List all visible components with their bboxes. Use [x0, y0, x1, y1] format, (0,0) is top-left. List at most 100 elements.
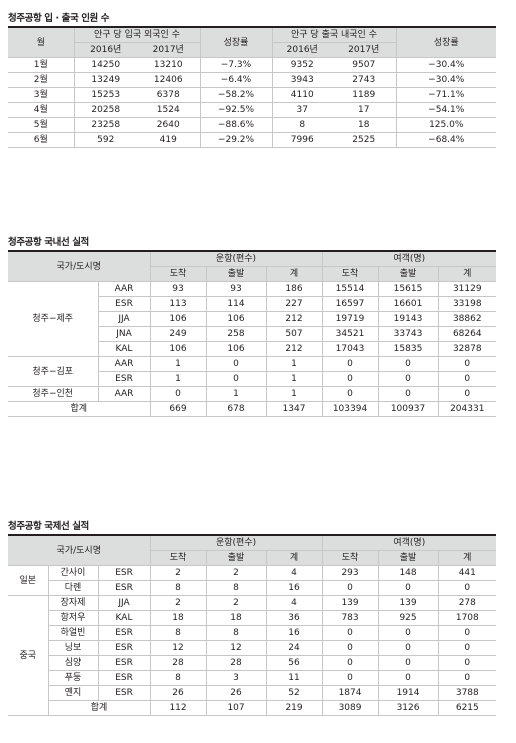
foreign-2017-cell: 419 [137, 132, 200, 148]
passengers-total-cell: 441 [437, 565, 497, 581]
flights-total-cell: 16 [265, 580, 323, 596]
table-international-flights: 국가/도시명 운항(편수) 여객(명) 도착 출발 계 도착 출발 계 일본 간사… [8, 534, 497, 716]
flights-arrival-cell: 2 [149, 595, 207, 611]
flights-total-cell: 212 [265, 341, 323, 357]
header-domestic-departures: 안구 당 출국 내국인 수 [271, 27, 396, 43]
table-row: JNA 249 258 507 34521 33743 68264 [8, 326, 497, 342]
header-flights: 운항(편수) [149, 534, 323, 551]
flights-departure-cell: 0 [205, 371, 267, 387]
passengers-arrival-cell: 34521 [321, 326, 379, 342]
passengers-arrival-cell: 1874 [321, 685, 379, 701]
flights-total-cell: 1 [265, 371, 323, 387]
airline-code-cell: KAL [97, 610, 151, 626]
airline-code-cell: AAR [97, 386, 151, 402]
passengers-departure-cell: 16601 [377, 296, 439, 312]
header-flights-departure: 출발 [205, 266, 267, 282]
flights-arrival-cell: 2 [149, 565, 207, 581]
airline-code-cell: AAR [97, 356, 151, 372]
foreign-2017-cell: 12406 [137, 72, 200, 88]
flights-arrival-cell: 26 [149, 685, 207, 701]
flights-departure-cell: 3 [205, 670, 267, 686]
airline-code-cell: ESR [97, 565, 151, 581]
table-row: 4월 20258 1524 −92.5% 37 17 −54.1% [8, 102, 496, 118]
passengers-arrival-cell: 0 [321, 580, 379, 596]
table-row: 일본 간사이 ESR 2 2 4 293 148 441 [8, 565, 497, 596]
foreign-2017-cell: 2640 [137, 117, 200, 133]
passengers-arrival-cell: 0 [321, 356, 379, 372]
passengers-arrival-cell: 16597 [321, 296, 379, 312]
passengers-arrival-cell: 0 [321, 640, 379, 656]
domestic-growth-cell: −71.1% [395, 87, 496, 103]
passengers-total-cell: 0 [437, 655, 497, 671]
city-cell: 닝보 [48, 640, 99, 656]
passengers-total-cell: 0 [437, 356, 497, 372]
month-cell: 3월 [8, 87, 74, 103]
table-arrivals-departures: 월 안구 당 입국 외국인 수 성장률 안구 당 출국 내국인 수 성장률 20… [8, 26, 496, 148]
foreign-2016-cell: 20258 [73, 102, 137, 118]
flights-departure-cell: 26 [205, 685, 267, 701]
flights-total-cell: 16 [265, 625, 323, 641]
city-cell: 항저우 [48, 610, 99, 626]
header-month: 월 [8, 27, 74, 58]
passengers-departure-cell: 139 [377, 595, 439, 611]
passengers-arrival-cell: 17043 [321, 341, 379, 357]
flights-departure-cell: 8 [205, 625, 267, 641]
flights-departure-cell: 2 [205, 595, 267, 611]
city-cell: 푸둥 [48, 670, 99, 686]
passengers-total-cell: 204331 [437, 401, 497, 417]
header-flights-total: 계 [265, 550, 323, 566]
passengers-departure-cell: 0 [377, 625, 439, 641]
table2-title: 청주공항 국내선 실적 [8, 237, 89, 248]
passengers-total-cell: 278 [437, 595, 497, 611]
table-row: 2월 13249 12406 −6.4% 3943 2743 −30.4% [8, 72, 496, 88]
passengers-arrival-cell: 0 [321, 625, 379, 641]
flights-departure-cell: 107 [205, 700, 267, 716]
flights-total-cell: 219 [265, 700, 323, 716]
header-country-city: 국가/도시명 [8, 250, 151, 282]
passengers-arrival-cell: 19719 [321, 311, 379, 327]
passengers-departure-cell: 33743 [377, 326, 439, 342]
passengers-total-cell: 0 [437, 386, 497, 402]
header-flights-total: 계 [265, 266, 323, 282]
passengers-departure-cell: 100937 [377, 401, 439, 417]
header-passengers-departure: 출발 [377, 266, 439, 282]
route-group-cell: 청주−제주 [8, 281, 99, 357]
domestic-growth-cell: −54.1% [395, 102, 496, 118]
airline-code-cell: ESR [97, 685, 151, 701]
header-flights-arrival: 도착 [150, 266, 207, 282]
passengers-departure-cell: 0 [377, 580, 439, 596]
passengers-arrival-cell: 0 [321, 386, 379, 402]
flights-arrival-cell: 106 [149, 341, 207, 357]
table-row: 닝보 ESR 12 12 24 0 0 0 [8, 640, 497, 656]
foreign-2017-cell: 1524 [137, 102, 200, 118]
table-domestic-flights: 국가/도시명 운항(편수) 여객(명) 도착 출발 계 도착 출발 계 청주−제… [8, 250, 497, 417]
table-row: ESR 1 0 1 0 0 0 [8, 371, 497, 387]
domestic-2016-cell: 7996 [271, 132, 332, 148]
flights-departure-cell: 678 [205, 401, 267, 417]
passengers-arrival-cell: 103394 [321, 401, 379, 417]
flights-departure-cell: 258 [205, 326, 267, 342]
passengers-total-cell: 68264 [437, 326, 497, 342]
flights-total-cell: 227 [265, 296, 323, 312]
foreign-2016-cell: 13249 [73, 72, 137, 88]
header-passengers-arrival: 도착 [321, 266, 379, 282]
table-row: 1월 14250 13210 −7.3% 9352 9507 −30.4% [8, 57, 496, 73]
passengers-arrival-cell: 0 [321, 655, 379, 671]
flights-arrival-cell: 0 [149, 386, 207, 402]
domestic-2017-cell: 9507 [332, 57, 396, 73]
passengers-total-cell: 33198 [437, 296, 497, 312]
domestic-2017-cell: 2743 [332, 72, 396, 88]
flights-departure-cell: 28 [205, 655, 267, 671]
header-passengers-total: 계 [437, 550, 497, 566]
flights-arrival-cell: 113 [149, 296, 207, 312]
foreign-2016-cell: 592 [73, 132, 137, 148]
city-cell: 옌지 [48, 685, 99, 701]
flights-departure-cell: 8 [205, 580, 267, 596]
flights-total-cell: 11 [265, 670, 323, 686]
flights-total-cell: 212 [265, 311, 323, 327]
airline-code-cell: JJA [98, 311, 151, 327]
table1-title: 청주공항 입 · 출국 인원 수 [8, 13, 110, 24]
passengers-departure-cell: 148 [377, 565, 439, 581]
table3-title: 청주공항 국제선 실적 [8, 521, 89, 532]
domestic-2017-cell: 2525 [332, 132, 396, 148]
